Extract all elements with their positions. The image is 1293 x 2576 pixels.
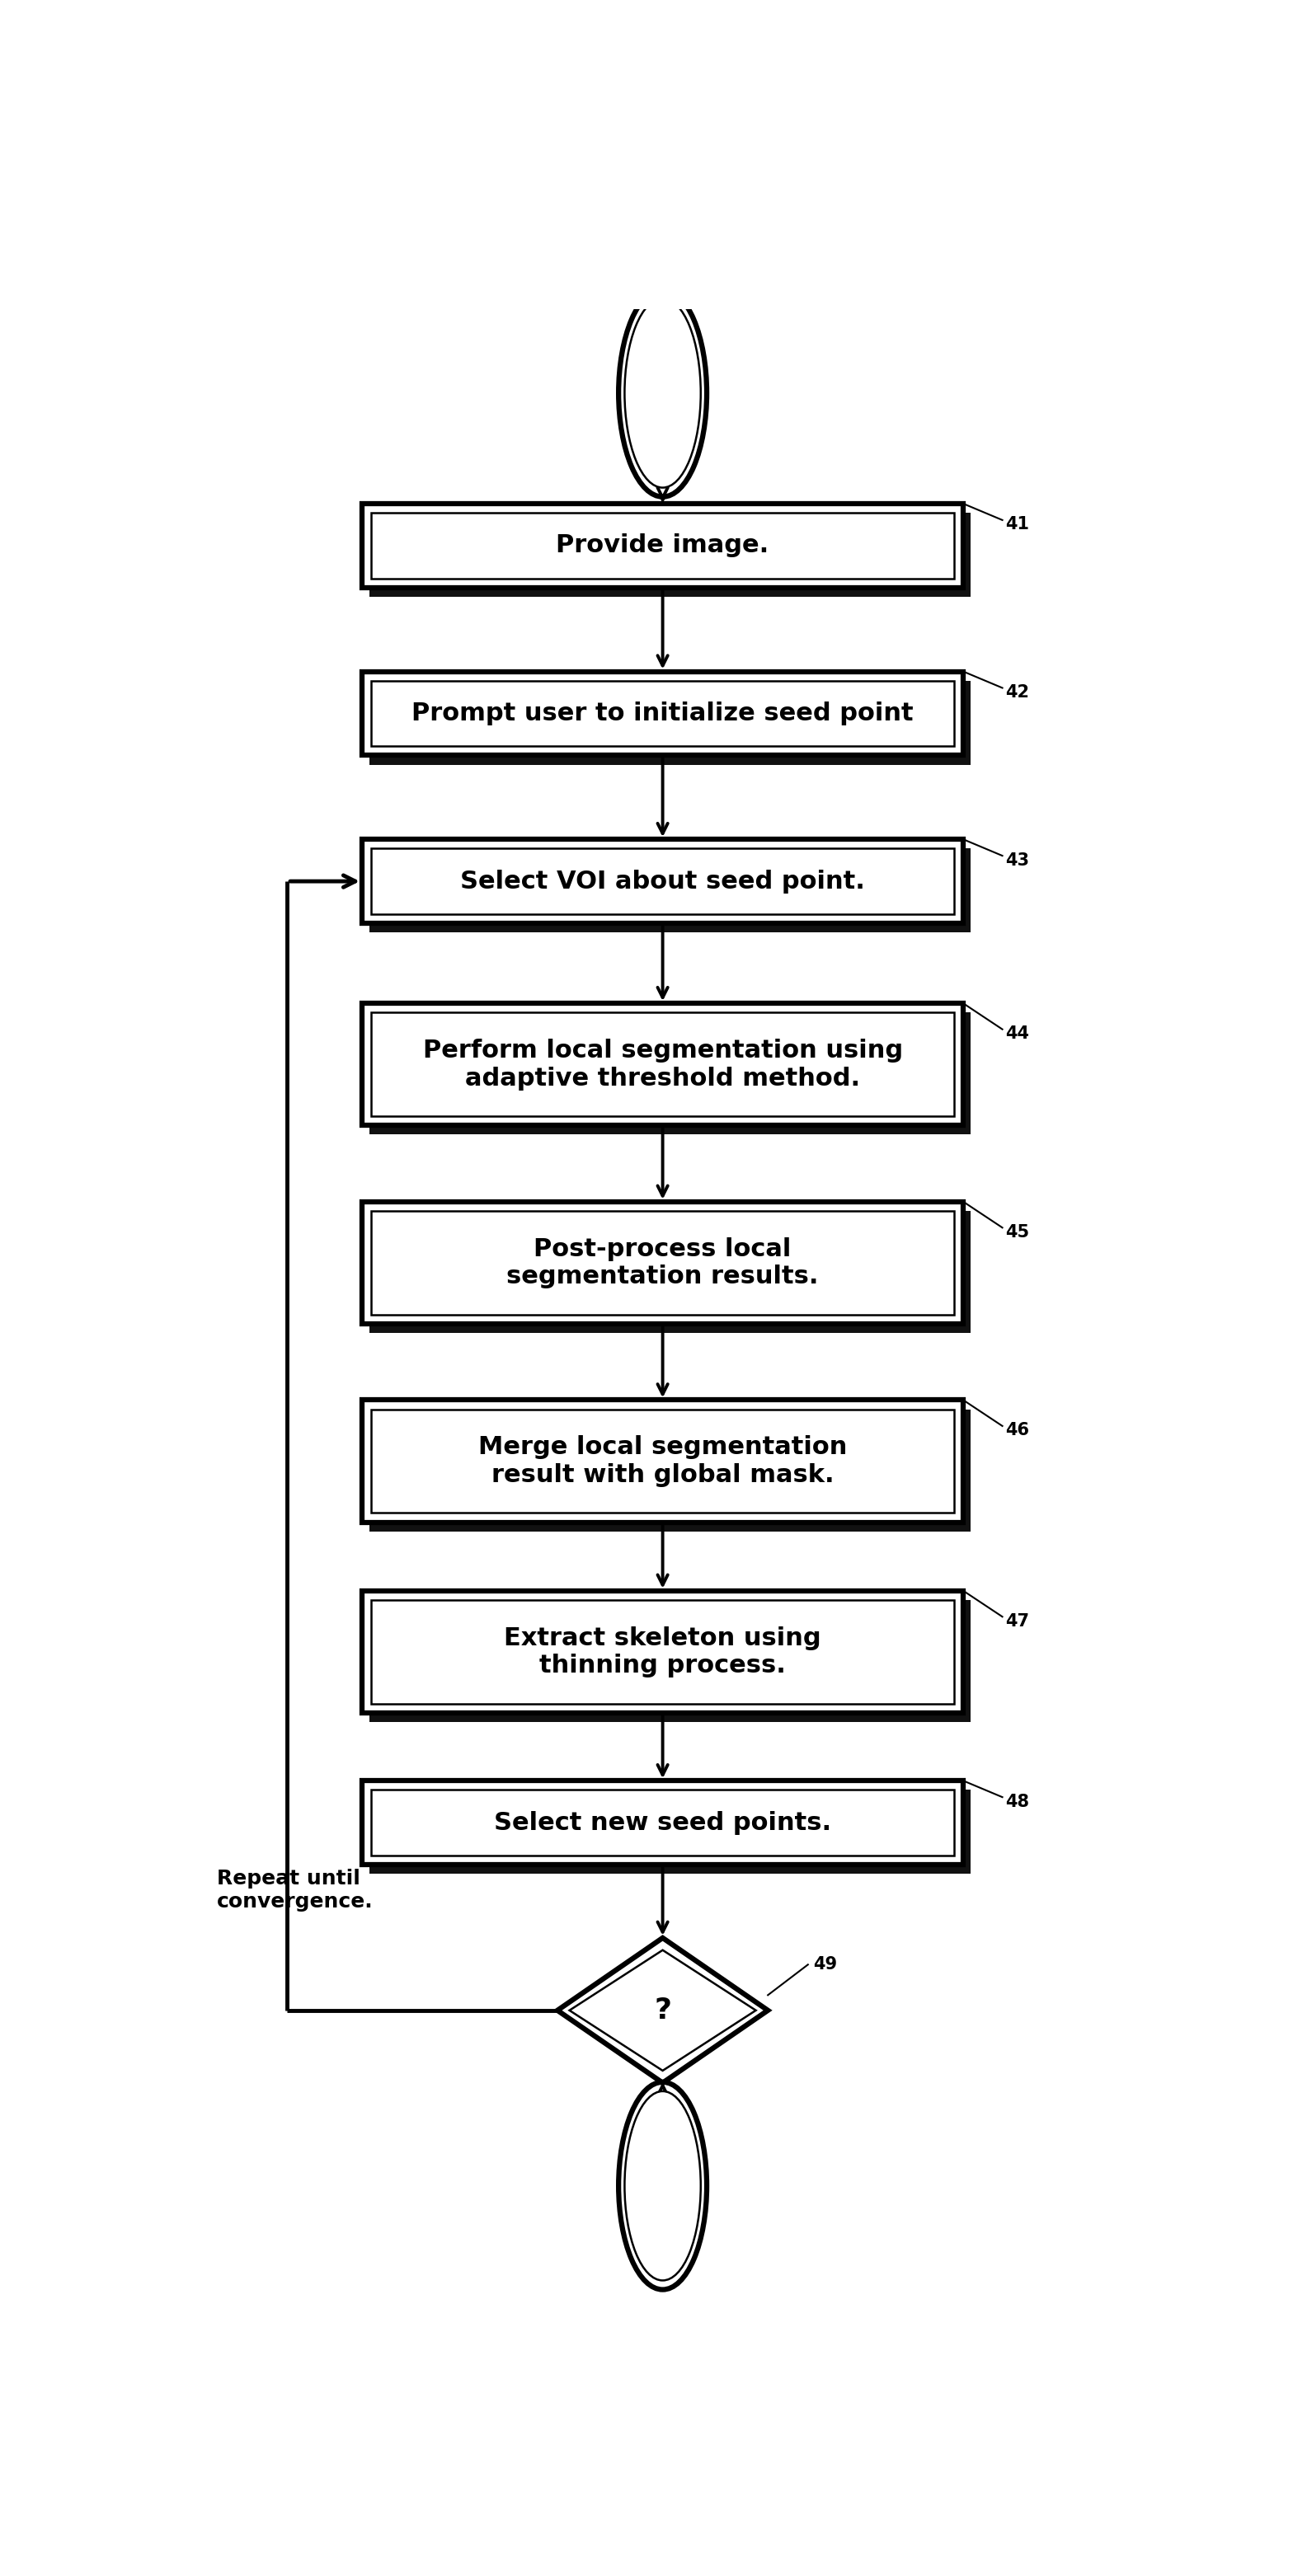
- Text: 48: 48: [1006, 1793, 1029, 1811]
- Text: Prompt user to initialize seed point: Prompt user to initialize seed point: [411, 701, 914, 726]
- FancyBboxPatch shape: [369, 848, 970, 933]
- FancyBboxPatch shape: [369, 1790, 970, 1873]
- FancyBboxPatch shape: [371, 680, 954, 747]
- Text: 45: 45: [1006, 1224, 1029, 1242]
- FancyBboxPatch shape: [371, 1409, 954, 1512]
- Text: Provide image.: Provide image.: [556, 533, 769, 556]
- Text: 43: 43: [1006, 853, 1029, 868]
- FancyBboxPatch shape: [371, 513, 954, 580]
- Ellipse shape: [618, 2081, 707, 2290]
- FancyBboxPatch shape: [362, 840, 963, 922]
- FancyBboxPatch shape: [371, 848, 954, 914]
- Text: 41: 41: [1006, 515, 1029, 533]
- Ellipse shape: [618, 289, 707, 497]
- FancyBboxPatch shape: [371, 1790, 954, 1855]
- Ellipse shape: [625, 2092, 701, 2280]
- Text: ?: ?: [654, 1996, 671, 2025]
- FancyBboxPatch shape: [362, 1401, 963, 1522]
- Text: Select VOI about seed point.: Select VOI about seed point.: [460, 868, 865, 894]
- Text: Post-process local
segmentation results.: Post-process local segmentation results.: [507, 1236, 818, 1288]
- FancyBboxPatch shape: [369, 680, 970, 765]
- Text: Perform local segmentation using
adaptive threshold method.: Perform local segmentation using adaptiv…: [423, 1038, 903, 1090]
- Polygon shape: [557, 1937, 768, 2084]
- FancyBboxPatch shape: [371, 1600, 954, 1703]
- FancyBboxPatch shape: [371, 1211, 954, 1314]
- FancyBboxPatch shape: [362, 1592, 963, 1713]
- Ellipse shape: [625, 299, 701, 487]
- Polygon shape: [569, 1950, 756, 2071]
- Text: Repeat until
convergence.: Repeat until convergence.: [217, 1868, 374, 1911]
- Text: 47: 47: [1006, 1613, 1029, 1631]
- FancyBboxPatch shape: [369, 1409, 970, 1530]
- FancyBboxPatch shape: [362, 672, 963, 755]
- FancyBboxPatch shape: [371, 1012, 954, 1115]
- FancyBboxPatch shape: [369, 513, 970, 598]
- FancyBboxPatch shape: [362, 1005, 963, 1126]
- Text: Extract skeleton using
thinning process.: Extract skeleton using thinning process.: [504, 1625, 821, 1677]
- FancyBboxPatch shape: [369, 1600, 970, 1721]
- Text: 42: 42: [1006, 685, 1029, 701]
- FancyBboxPatch shape: [362, 1200, 963, 1324]
- FancyBboxPatch shape: [369, 1012, 970, 1133]
- Text: 46: 46: [1006, 1422, 1029, 1440]
- FancyBboxPatch shape: [369, 1211, 970, 1332]
- FancyBboxPatch shape: [362, 505, 963, 587]
- FancyBboxPatch shape: [362, 1780, 963, 1865]
- Text: 44: 44: [1006, 1025, 1029, 1043]
- Text: Select new seed points.: Select new seed points.: [494, 1811, 831, 1834]
- Text: 49: 49: [813, 1955, 837, 1973]
- Text: Merge local segmentation
result with global mask.: Merge local segmentation result with glo…: [478, 1435, 847, 1486]
